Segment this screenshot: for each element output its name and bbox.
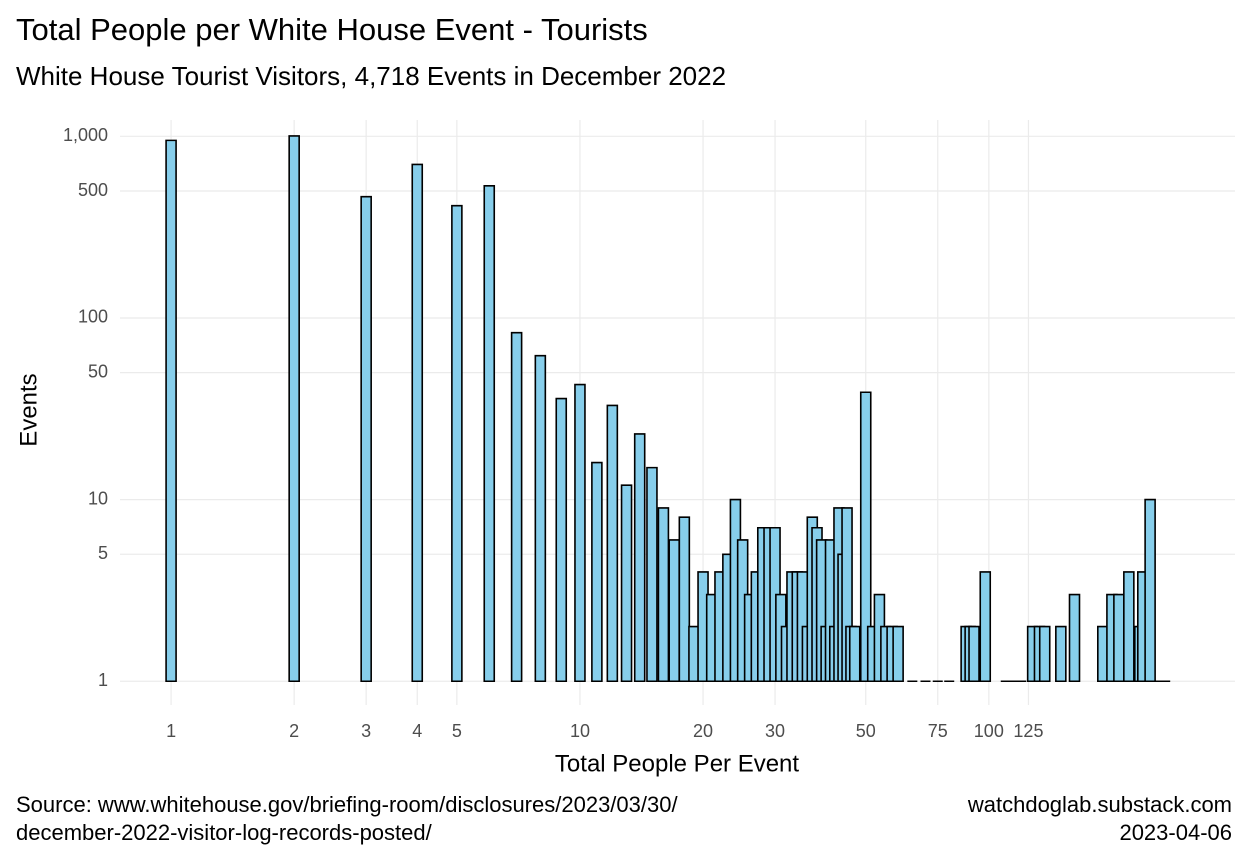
bar — [668, 539, 680, 683]
chart-title: Total People per White House Event - Tou… — [16, 12, 648, 47]
bar — [591, 461, 603, 683]
x-tick-label: 75 — [928, 721, 948, 741]
bar — [411, 163, 424, 683]
bar — [1144, 498, 1156, 683]
bar — [165, 139, 177, 683]
bar — [848, 625, 861, 683]
x-tick-label: 1 — [166, 721, 176, 741]
y-tick-label: 1,000 — [63, 125, 108, 145]
x-tick-label: 20 — [693, 721, 713, 741]
y-tick-label: 5 — [98, 543, 108, 563]
bar — [697, 571, 709, 683]
caption: Source: www.whitehouse.gov/briefing-room… — [16, 792, 678, 817]
bar — [892, 625, 904, 683]
bar — [606, 404, 619, 683]
bar — [1113, 593, 1125, 683]
bar — [646, 466, 658, 683]
bar — [678, 516, 691, 683]
bar — [1068, 593, 1081, 683]
x-tick-label: 10 — [570, 721, 590, 741]
x-tick-label: 50 — [856, 721, 876, 741]
x-tick-label: 4 — [412, 721, 422, 741]
x-axis-label: Total People Per Event — [555, 750, 799, 777]
bar — [1123, 571, 1135, 683]
x-tick-label: 5 — [452, 721, 462, 741]
caption: 2023-04-06 — [1119, 820, 1232, 845]
x-tick-label: 30 — [765, 721, 785, 741]
bar — [534, 354, 547, 683]
y-tick-label: 1 — [98, 670, 108, 690]
bar — [657, 507, 670, 683]
bar — [451, 204, 463, 683]
bar — [1055, 625, 1067, 683]
bar — [620, 484, 633, 683]
bar — [968, 625, 980, 683]
y-axis-label: Events — [15, 373, 42, 446]
bar — [633, 433, 646, 683]
x-tick-label: 2 — [289, 721, 299, 741]
bar — [288, 135, 300, 683]
bar — [574, 383, 586, 683]
y-tick-label: 10 — [88, 488, 108, 508]
y-tick-label: 500 — [78, 180, 108, 200]
bar — [555, 397, 568, 683]
bar — [510, 331, 523, 683]
bar — [483, 185, 496, 683]
x-tick-label: 3 — [361, 721, 371, 741]
chart-subtitle: White House Tourist Visitors, 4,718 Even… — [16, 61, 726, 91]
bar — [360, 195, 372, 683]
caption: watchdoglab.substack.com — [967, 792, 1232, 817]
caption: december-2022-visitor-log-records-posted… — [16, 820, 433, 845]
x-tick-label: 125 — [1013, 721, 1043, 741]
y-tick-label: 100 — [78, 307, 108, 327]
x-tick-label: 100 — [974, 721, 1004, 741]
bars — [165, 135, 1171, 683]
bar — [979, 571, 992, 683]
y-tick-label: 50 — [88, 361, 108, 381]
bar — [1038, 625, 1051, 683]
